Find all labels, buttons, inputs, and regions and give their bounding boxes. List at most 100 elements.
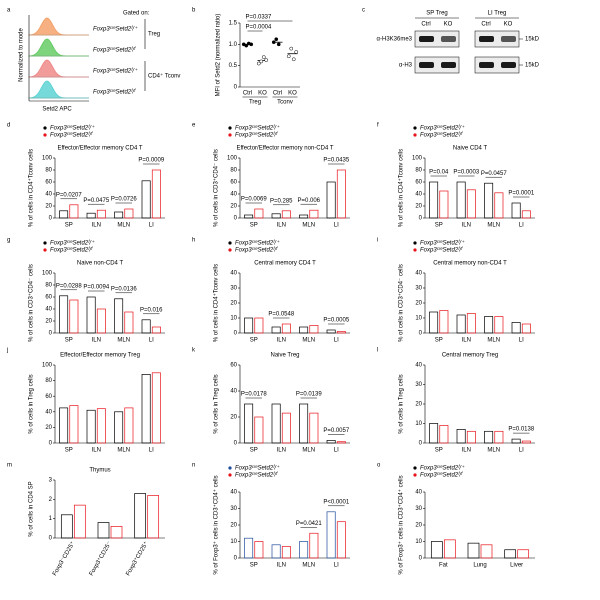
lane-group: SP Treg	[426, 11, 448, 17]
bar	[244, 537, 254, 559]
bar	[336, 169, 346, 219]
bar	[97, 522, 110, 539]
y-tick-label: 100	[42, 271, 53, 277]
p-value: P=0.006	[297, 198, 320, 204]
bar	[484, 430, 494, 444]
y-tick-label: 0	[49, 216, 53, 222]
bar	[504, 549, 517, 559]
gate-title: Gated on:	[123, 11, 150, 17]
p-value: P=0.0057	[323, 428, 350, 434]
legend-label: Foxp3ᶜʳᵉSetd2ᶠ/ᶠ	[93, 89, 136, 96]
blot-band	[479, 36, 494, 42]
y-tick-label: 10	[230, 539, 237, 545]
bar	[336, 441, 346, 444]
legend-marker	[413, 133, 417, 137]
bar	[429, 311, 439, 334]
legend-marker	[228, 473, 232, 477]
p-value: P=0.0005	[323, 318, 350, 324]
y-label: % of cells in Treg cells	[214, 374, 220, 433]
y-tick-label: 60	[45, 394, 52, 400]
bar	[439, 190, 449, 219]
x-tick-label: LI	[334, 338, 339, 344]
x-tick-label: MLN	[117, 338, 130, 344]
x-tick-label: MLN	[117, 448, 130, 454]
legend-marker	[43, 241, 47, 245]
p-value: P=0.0288	[56, 283, 83, 289]
p-value: P=0.0094	[83, 285, 110, 291]
panel-title: Effector/Effector memory Treg	[60, 353, 140, 359]
x-tick-label: MLN	[302, 448, 315, 454]
bar	[309, 325, 319, 334]
bar	[466, 313, 476, 334]
x-tick-label: SP	[65, 448, 73, 454]
y-tick-label: 60	[230, 180, 237, 186]
x-tick-label: ILN	[277, 338, 286, 344]
bar	[73, 504, 86, 539]
bar	[141, 319, 151, 334]
y-tick-label: 40	[45, 192, 52, 198]
legend-marker	[413, 126, 417, 130]
histogram-curve	[28, 38, 89, 57]
group-label: CD4⁺ Tconv	[148, 73, 180, 80]
bar	[511, 202, 521, 219]
bar	[484, 182, 494, 219]
bar	[86, 296, 96, 334]
legend-label: Foxp3ᶜʳᵉSetd2ᶠ/⁺	[50, 240, 95, 247]
bar	[336, 521, 346, 559]
p-value: P<0.0001	[323, 499, 350, 505]
x-tick-label: LI	[334, 563, 339, 569]
y-tick-label: 80	[415, 168, 422, 174]
y-tick-label: 1.0	[229, 42, 238, 48]
x-tick-label: SP	[435, 448, 443, 454]
legend-label: Foxp3ᶜʳᵉSetd2ᶠ/⁺	[93, 68, 138, 75]
data-point	[264, 58, 269, 62]
x-tick-label: ILN	[462, 223, 471, 229]
panel-letter: a	[7, 8, 11, 14]
x-tick-label: LI	[519, 223, 524, 229]
panel-letter: k	[192, 348, 196, 354]
bar	[271, 403, 281, 444]
size-label: 15kD	[525, 63, 540, 69]
x-tick-label: SP	[250, 223, 258, 229]
bar	[271, 544, 281, 559]
bar	[244, 214, 254, 219]
x-tick-label: LI	[519, 448, 524, 454]
data-point	[291, 57, 296, 62]
bar	[254, 317, 264, 334]
data-point	[244, 43, 249, 48]
y-label: % of cells in Treg cells	[29, 374, 35, 433]
y-label: % of Foxp3⁺ cells in CD3⁺CD4⁺ cells	[213, 475, 220, 574]
x-tick-label: LI	[149, 338, 154, 344]
bar	[443, 539, 456, 559]
blot-band	[501, 62, 516, 68]
x-tick-label: ILN	[277, 223, 286, 229]
x-tick-label: MLN	[487, 338, 500, 344]
bar	[521, 210, 531, 219]
bar	[494, 430, 504, 444]
panel-title: Central memory CD4 T	[254, 261, 316, 267]
bar	[96, 308, 106, 334]
y-tick-label: 20	[230, 204, 237, 210]
bar	[141, 374, 151, 444]
legend-label: Foxp3ᶜʳᵉSetd2ᶠ/⁺	[235, 465, 280, 472]
bar	[86, 212, 96, 219]
bar	[141, 180, 151, 219]
bar	[254, 416, 264, 444]
bar	[511, 438, 521, 444]
panel-letter: n	[192, 463, 195, 469]
legend-marker	[228, 466, 232, 470]
p-value: P=0.0726	[111, 197, 138, 203]
y-tick-label: 20	[45, 319, 52, 325]
y-label: % of cells in CD4⁺Tconv cells	[398, 149, 405, 227]
legend-label: Foxp3ᶜʳᵉSetd2ᶠ/ᶠ	[93, 47, 136, 54]
bar	[69, 204, 79, 219]
legend-marker	[413, 241, 417, 245]
lane-label: Ctrl	[481, 22, 490, 28]
bar	[494, 316, 504, 334]
y-tick-label: 0	[49, 331, 53, 337]
panel-letter: b	[192, 8, 196, 14]
y-label: % of cells in CD3⁺CD4⁻ cells	[398, 264, 405, 342]
x-tick-label: SP	[435, 223, 443, 229]
y-tick-label: 60	[415, 180, 422, 186]
p-value: P=0.0457	[481, 171, 508, 177]
